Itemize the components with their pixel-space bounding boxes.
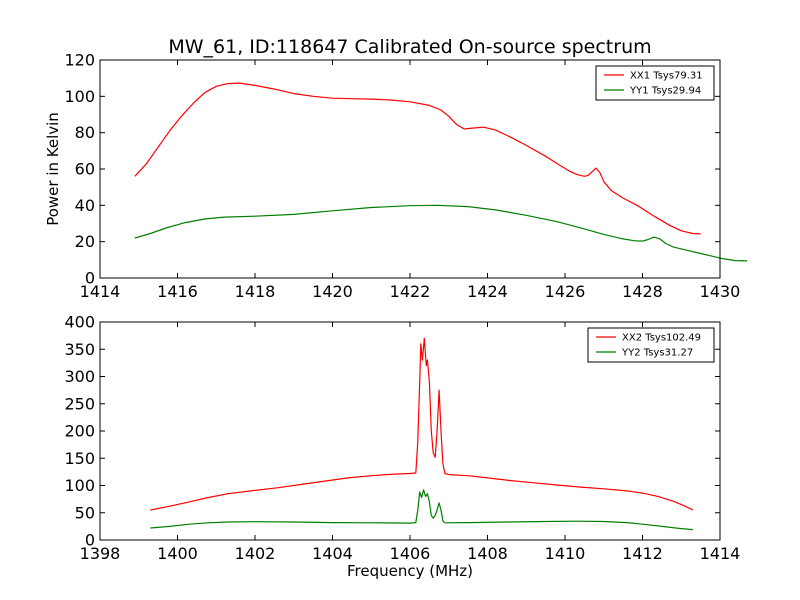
bottom-series xyxy=(150,337,694,531)
bottom-ticks: 1398 1400 1402 1404 1406 1408 1410 1412 1414 0 50 1… xyxy=(64,313,740,564)
bottom-y-tick-label: 100 xyxy=(64,476,95,495)
bottom-y-tick-label: 0 xyxy=(85,531,95,550)
bottom-x-tick-label: 1402 xyxy=(235,544,276,563)
bottom-x-tick-label: 1398 xyxy=(80,544,121,563)
top-y-tick-label: 80 xyxy=(75,123,95,142)
top-x-tick-label: 1426 xyxy=(545,282,586,301)
chart-title: MW_61, ID:118647 Calibrated On-source sp… xyxy=(168,36,651,58)
bottom-x-tick-label: 1400 xyxy=(157,544,198,563)
bottom-x-tick-label: 1414 xyxy=(700,544,741,563)
bottom-legend: XX2 Tsys102.49 YY2 Tsys31.27 xyxy=(587,327,715,363)
top-series-line-1 xyxy=(134,204,748,262)
bottom-legend-box xyxy=(587,327,715,363)
top-x-tick-label: 1428 xyxy=(622,282,663,301)
top-y-tick-label: 40 xyxy=(75,196,95,215)
bottom-legend-label-xx2: XX2 Tsys102.49 xyxy=(622,333,701,344)
top-legend-box xyxy=(595,65,715,101)
top-y-tick-label: 0 xyxy=(85,269,95,288)
bottom-y-tick-label: 250 xyxy=(64,394,95,413)
bottom-series-line-1 xyxy=(150,489,693,531)
top-x-tick-label: 1418 xyxy=(235,282,276,301)
top-y-tick-label: 100 xyxy=(64,87,95,106)
top-series xyxy=(134,82,748,262)
top-x-tick-label: 1420 xyxy=(312,282,353,301)
bottom-x-axis-label: Frequency (MHz) xyxy=(347,562,473,580)
top-legend-label-xx1: XX1 Tsys79.31 xyxy=(630,71,703,82)
top-series-line-0 xyxy=(134,82,701,235)
top-y-tick-label: 60 xyxy=(75,160,95,179)
bottom-y-tick-label: 150 xyxy=(64,449,95,468)
top-x-tick-label: 1416 xyxy=(157,282,198,301)
top-x-tick-label: 1430 xyxy=(700,282,741,301)
bottom-subplot: 1398 1400 1402 1404 1406 1408 1410 1412 1414 0 50 1… xyxy=(64,313,740,581)
bottom-y-tick-label: 350 xyxy=(64,340,95,359)
bottom-y-tick-label: 400 xyxy=(64,313,95,332)
bottom-axes-frame xyxy=(99,321,721,541)
bottom-x-tick-label: 1410 xyxy=(545,544,586,563)
top-y-tick-label: 120 xyxy=(64,51,95,70)
top-y-axis-label: Power in Kelvin xyxy=(44,112,62,226)
top-subplot: 1414 1416 1418 1420 1422 1424 1426 1428 1430 0 20 4… xyxy=(44,51,748,302)
bottom-x-tick-label: 1408 xyxy=(467,544,508,563)
bottom-y-tick-label: 200 xyxy=(64,422,95,441)
bottom-x-tick-label: 1412 xyxy=(622,544,663,563)
top-x-tick-label: 1424 xyxy=(467,282,508,301)
bottom-x-tick-label: 1404 xyxy=(312,544,353,563)
bottom-y-tick-label: 50 xyxy=(75,503,95,522)
top-ticks: 1414 1416 1418 1420 1422 1424 1426 1428 1430 0 20 4… xyxy=(64,51,740,302)
top-axes-frame xyxy=(99,59,721,279)
bottom-x-tick-label: 1406 xyxy=(390,544,431,563)
bottom-y-tick-label: 300 xyxy=(64,367,95,386)
top-y-tick-label: 20 xyxy=(75,232,95,251)
bottom-series-line-0 xyxy=(150,337,694,511)
top-legend-label-yy1: YY1 Tsys29.94 xyxy=(629,86,701,97)
bottom-legend-label-yy2: YY2 Tsys31.27 xyxy=(621,348,693,359)
top-x-tick-label: 1414 xyxy=(80,282,121,301)
top-legend: XX1 Tsys79.31 YY1 Tsys29.94 xyxy=(595,65,715,101)
top-x-tick-label: 1422 xyxy=(390,282,431,301)
